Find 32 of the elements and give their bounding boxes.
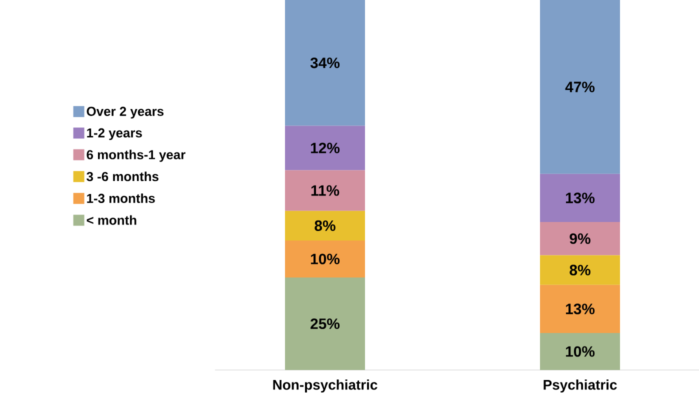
legend-label: 6 months-1 year (86, 150, 186, 162)
bar (285, 0, 366, 126)
bar (540, 174, 620, 222)
data-label: 12% (310, 142, 340, 154)
data-label: 34% (310, 58, 340, 68)
data-label: 25% (310, 318, 340, 330)
bar (285, 170, 366, 211)
data-label: 11% (311, 185, 340, 196)
data-label: 8% (570, 264, 590, 276)
legend-label: 3 -6 months (86, 172, 158, 182)
legend-label: Over 2 years (86, 106, 164, 119)
x-tick-label: Psychiatric (544, 380, 617, 393)
data-label: 47% (565, 82, 595, 92)
data-label: 13% (566, 304, 595, 314)
data-label: 9% (570, 233, 590, 244)
x-tick-label: Non-psychiatric (273, 380, 378, 393)
bar (285, 126, 366, 170)
data-label: 13% (566, 192, 595, 204)
data-label: 8% (314, 220, 336, 231)
legend-label: 1-2 years (87, 128, 142, 140)
bar (285, 240, 366, 278)
bar (540, 284, 620, 333)
bar (540, 255, 620, 285)
bar (540, 222, 620, 256)
bar (540, 0, 620, 174)
legend-label: < month (86, 215, 136, 225)
bar (540, 333, 620, 370)
data-label: 10% (566, 346, 595, 357)
legend-label: 1-3 months (87, 193, 155, 203)
bar (285, 278, 366, 370)
data-label: 10% (310, 254, 340, 264)
bar (285, 210, 366, 240)
